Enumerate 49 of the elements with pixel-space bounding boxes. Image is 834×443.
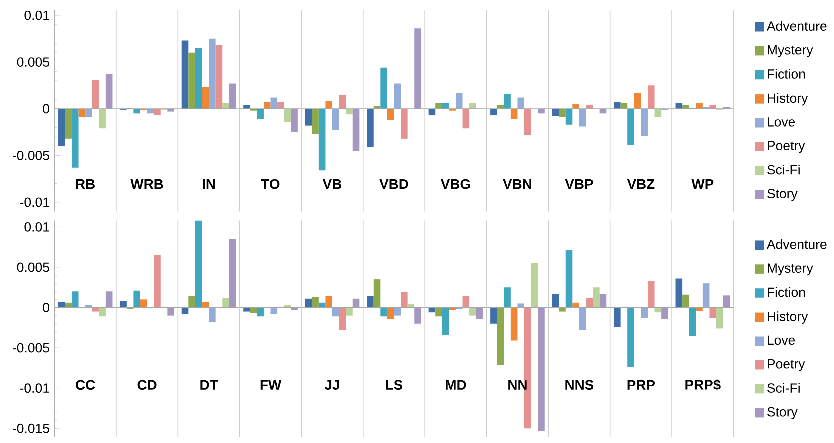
y-tick-label: 0.005 (17, 262, 50, 272)
y-tick-label: -0.01 (20, 198, 50, 207)
x-tick-label: DT (200, 380, 218, 390)
y-tick-label: 0 (43, 104, 50, 114)
legend-label: Adventure (766, 21, 827, 31)
x-tick-label: PRP (628, 380, 656, 390)
y-tick-label: 0 (43, 302, 50, 312)
legend-label: Fiction (768, 287, 806, 297)
legend-label: Story (768, 188, 798, 201)
x-tick-label: CC (76, 380, 96, 390)
legend-label: Fiction (768, 68, 806, 79)
x-tick-label: VBD (380, 179, 408, 189)
x-tick-label: CD (138, 380, 157, 390)
y-tick-label: -0.005 (12, 150, 50, 160)
x-tick-label: JJ (324, 380, 340, 390)
legend-label: Adventure (766, 239, 827, 250)
x-tick-label: WP (692, 179, 714, 189)
legend-label: Love (768, 336, 796, 345)
legend-label: Sci-Fi (768, 164, 800, 174)
x-tick-label: VBG (441, 179, 470, 189)
x-tick-label: LS (386, 380, 403, 390)
legend-label: Story (768, 407, 798, 420)
legend-label: Poetry (768, 141, 806, 153)
y-tick-label: 0.01 (24, 10, 50, 20)
x-tick-label: FW (260, 380, 282, 390)
x-tick-label: MD (446, 380, 466, 390)
x-tick-label: IN (203, 179, 216, 189)
x-tick-label: TO (261, 179, 280, 189)
x-tick-label: RB (76, 179, 95, 189)
legend-label: Poetry (768, 359, 806, 372)
x-tick-label: VBN (503, 179, 532, 189)
x-tick-label: VB (322, 179, 342, 189)
legend-label: History (768, 93, 808, 106)
y-tick-label: 0.01 (24, 222, 50, 232)
legend-label: History (768, 311, 808, 324)
legend-label: Mystery (768, 45, 814, 58)
y-tick-label: -0.01 (20, 383, 50, 393)
y-tick-label: -0.015 (12, 424, 50, 434)
x-tick-label: NNS (566, 380, 594, 390)
x-tick-label: PRP$ (686, 379, 721, 391)
legend-label: Love (768, 117, 796, 127)
legend-label: Sci-Fi (768, 383, 800, 393)
x-tick-label: NN (508, 380, 527, 390)
y-tick-label: 0.005 (17, 57, 50, 67)
y-tick-label: -0.005 (12, 343, 50, 353)
x-tick-label: VBZ (627, 179, 655, 189)
x-tick-label: VBP (565, 179, 594, 189)
x-tick-label: WRB (130, 179, 164, 189)
legend-label: Mystery (768, 264, 814, 276)
